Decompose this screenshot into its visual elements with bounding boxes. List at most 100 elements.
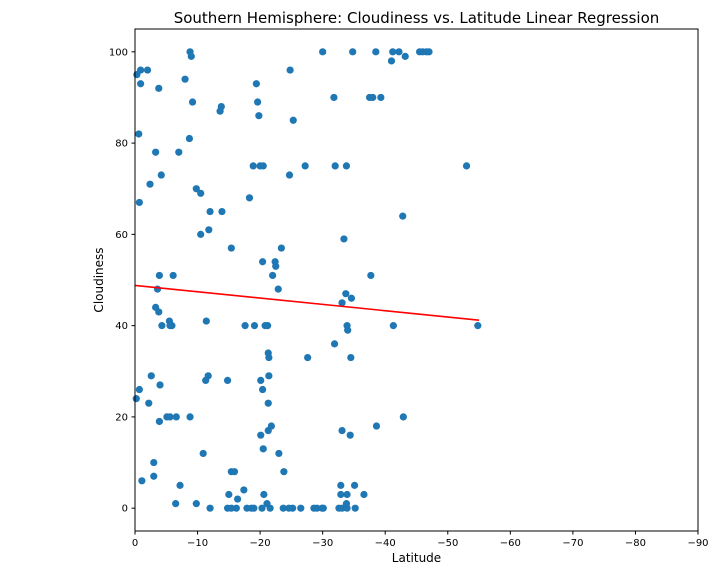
data-point [342, 162, 351, 170]
data-point [343, 504, 351, 512]
data-point [272, 262, 280, 270]
data-point [218, 207, 226, 216]
data-point [153, 285, 162, 293]
data-point [330, 340, 339, 348]
data-point [285, 171, 294, 179]
data-point [152, 148, 160, 156]
data-point [257, 376, 265, 384]
data-point [331, 162, 339, 170]
plot-frame [134, 28, 699, 532]
data-point [347, 294, 356, 302]
data-point [225, 490, 233, 499]
data-point [313, 504, 321, 512]
data-point [260, 490, 268, 499]
data-point [157, 171, 165, 179]
data-point [186, 413, 194, 421]
data-point [343, 490, 351, 499]
data-point [230, 468, 239, 476]
data-point [369, 93, 377, 102]
data-point [175, 148, 183, 156]
data-point [319, 504, 327, 512]
data-point [280, 468, 288, 476]
data-point [254, 98, 262, 106]
data-point [349, 48, 357, 56]
data-point [277, 244, 285, 252]
data-point [360, 490, 368, 499]
data-point [304, 353, 312, 362]
data-point [240, 486, 248, 494]
data-point [192, 185, 200, 193]
data-point [269, 271, 277, 280]
data-point [206, 207, 214, 216]
data-point [138, 477, 146, 485]
data-point [187, 52, 195, 60]
data-point [258, 504, 266, 512]
data-point [338, 299, 346, 307]
data-point [155, 84, 163, 92]
data-point [137, 80, 145, 88]
x-tick-label: 0 [132, 538, 138, 549]
y-tick-label: 100 [109, 47, 128, 58]
data-point [252, 80, 260, 88]
data-point [150, 458, 158, 467]
data-point [166, 322, 174, 330]
data-point [158, 322, 166, 330]
data-point [372, 422, 381, 430]
x-tick-label: −40 [375, 538, 396, 549]
data-point [372, 48, 380, 56]
data-point [399, 212, 407, 220]
data-point [301, 162, 309, 170]
data-point [462, 162, 471, 170]
data-point [264, 399, 272, 407]
data-point [265, 353, 273, 362]
data-point [135, 130, 143, 138]
data-point [143, 66, 152, 74]
data-point [259, 385, 267, 394]
y-tick-label: 0 [122, 504, 128, 515]
x-axis: 0 −10 −20 −30 −40 −50 −60 −70 −80 −90 [132, 531, 709, 549]
data-point [197, 230, 205, 238]
data-point [395, 48, 403, 56]
data-point [156, 381, 164, 389]
data-point [146, 180, 154, 188]
data-point [169, 271, 177, 280]
data-point [204, 372, 212, 380]
data-point [264, 322, 272, 330]
data-point [232, 504, 240, 512]
data-point [474, 322, 482, 330]
data-point [227, 244, 235, 252]
data-point [197, 189, 205, 197]
chart-title: Southern Hemisphere: Cloudiness vs. Lati… [174, 9, 660, 27]
data-point [319, 48, 327, 56]
data-point [147, 372, 155, 380]
data-point [347, 353, 355, 362]
x-tick-label: −80 [625, 538, 646, 549]
data-point [351, 504, 359, 512]
data-point [135, 385, 143, 394]
data-point [223, 376, 232, 384]
data-point [259, 445, 267, 453]
data-point [344, 326, 352, 334]
x-tick-label: −50 [437, 538, 458, 549]
data-point [338, 427, 346, 435]
data-point [265, 372, 273, 380]
y-axis: 0 20 40 60 80 100 [109, 47, 135, 515]
data-point [286, 66, 294, 74]
data-point [337, 490, 345, 499]
data-point [259, 258, 267, 266]
data-point [338, 504, 346, 512]
data-point [337, 481, 345, 489]
y-tick-label: 60 [115, 230, 128, 241]
x-tick-label: −30 [312, 538, 333, 549]
data-point [389, 322, 397, 330]
data-point [346, 431, 354, 439]
data-point [206, 504, 214, 512]
data-point [250, 322, 259, 330]
plot-area [132, 48, 482, 512]
data-point [172, 500, 180, 508]
data-point [249, 162, 257, 170]
data-point [241, 322, 249, 330]
data-point [367, 271, 375, 280]
data-point [155, 308, 163, 316]
x-axis-label: Latitude [392, 551, 441, 565]
